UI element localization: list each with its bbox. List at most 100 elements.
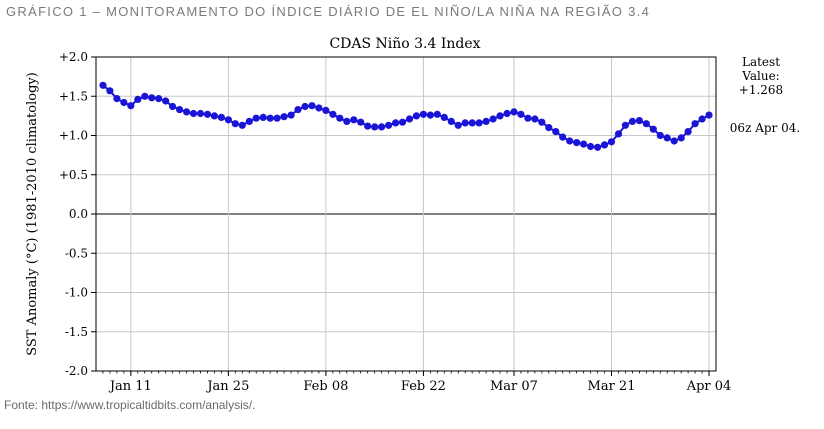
data-point	[99, 81, 107, 89]
data-point	[663, 134, 671, 142]
data-point	[398, 118, 407, 126]
data-point	[566, 137, 574, 145]
data-point	[350, 116, 358, 124]
data-point	[628, 117, 637, 125]
data-point	[482, 117, 490, 125]
data-point	[148, 94, 156, 102]
data-point	[538, 118, 546, 126]
data-point	[203, 110, 212, 118]
data-point	[273, 114, 281, 122]
data-point	[503, 109, 511, 118]
series-points	[99, 81, 713, 151]
data-point	[371, 123, 379, 131]
data-point	[113, 95, 121, 103]
data-point	[308, 102, 316, 110]
data-point	[698, 115, 706, 123]
data-point	[635, 117, 644, 125]
data-point	[587, 142, 595, 151]
chart-title: CDAS Niño 3.4 Index	[329, 36, 480, 52]
data-point	[343, 117, 351, 125]
data-point	[315, 104, 323, 112]
data-point	[120, 98, 128, 107]
x-tick-label: Jan 25	[205, 379, 249, 394]
data-point	[189, 109, 198, 118]
y-axis: +2.0 +1.5 +1.0 +0.5 0.0 -0.5 -1.0 -1.5 -2.0	[59, 50, 96, 378]
data-point	[649, 125, 657, 133]
y-tick-label: -2.0	[65, 364, 88, 378]
data-point	[447, 117, 455, 125]
data-point	[405, 115, 414, 123]
data-point	[552, 128, 560, 136]
data-point	[176, 106, 184, 114]
y-tick-label: +0.5	[59, 168, 88, 182]
data-point	[691, 120, 699, 128]
x-tick-label: Feb 22	[401, 379, 446, 394]
data-point	[614, 130, 623, 138]
x-tick-label: Jan 11	[108, 379, 152, 394]
data-point	[426, 111, 434, 119]
data-point	[600, 141, 609, 149]
data-point	[364, 122, 372, 130]
data-point	[280, 113, 288, 121]
data-point	[238, 121, 246, 129]
data-point	[440, 113, 448, 121]
data-point	[385, 121, 393, 129]
y-tick-label: +2.0	[59, 50, 88, 64]
data-point	[489, 115, 497, 123]
data-point	[217, 113, 225, 121]
data-point	[461, 119, 469, 127]
data-point	[670, 137, 678, 145]
x-tick-label: Apr 04	[686, 379, 732, 394]
y-axis-label: SST Anomaly (°C) (1981-2010 climatology)	[25, 72, 40, 356]
data-point	[196, 109, 205, 118]
y-tick-label: -0.5	[65, 246, 88, 260]
data-point	[524, 114, 532, 122]
data-point	[580, 140, 588, 148]
data-point	[294, 106, 302, 114]
y-tick-label: -1.0	[65, 286, 88, 300]
data-point	[412, 112, 420, 120]
data-point	[656, 131, 664, 140]
data-point	[155, 95, 163, 103]
data-point	[169, 102, 177, 111]
data-point	[141, 92, 149, 100]
data-point	[266, 114, 274, 122]
data-point	[392, 119, 400, 127]
data-point	[677, 134, 685, 142]
y-tick-label: +1.0	[59, 129, 88, 143]
data-point	[224, 116, 232, 124]
data-point	[531, 115, 539, 123]
y-tick-label: +1.5	[59, 89, 88, 103]
data-point	[357, 118, 365, 126]
latest-label: Latest	[742, 55, 780, 69]
data-point	[252, 114, 260, 122]
source-note: Fonte: https://www.tropicaltidbits.com/a…	[4, 398, 256, 412]
data-point	[684, 128, 692, 136]
data-point	[468, 119, 476, 127]
y-tick-label: -1.5	[65, 325, 88, 339]
data-point	[245, 117, 253, 125]
data-point	[378, 123, 386, 131]
data-point	[517, 110, 525, 118]
data-point	[607, 138, 616, 146]
x-tick-label: Mar 21	[588, 379, 636, 394]
x-axis: Jan 11 Jan 25 Feb 08 Feb 22 Mar 07 Mar 21 Apr …	[102, 371, 732, 394]
data-point	[510, 108, 518, 116]
data-point	[621, 121, 630, 129]
data-point	[433, 110, 441, 118]
data-point	[162, 97, 170, 105]
latest-time: 06z Apr 04.	[730, 121, 800, 135]
x-tick-label: Feb 08	[303, 379, 348, 394]
data-point	[496, 112, 504, 120]
data-point	[573, 139, 581, 147]
data-point	[419, 110, 427, 118]
data-point	[336, 114, 344, 122]
data-point	[259, 113, 267, 121]
data-point	[642, 120, 650, 128]
data-point	[106, 87, 114, 95]
data-point	[127, 102, 135, 110]
data-point	[134, 95, 142, 103]
latest-value: +1.268	[739, 83, 783, 97]
x-tick-label: Mar 07	[490, 379, 538, 394]
